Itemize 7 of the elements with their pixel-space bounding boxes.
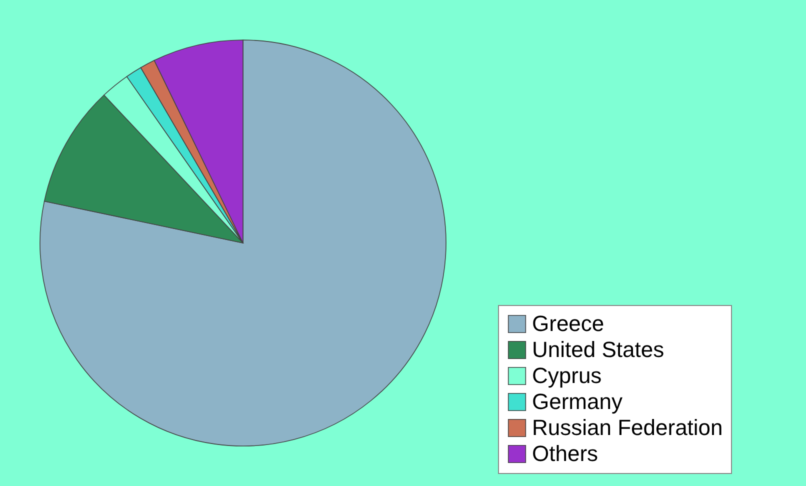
legend-label: Cyprus [532,363,602,388]
legend-label: United States [532,337,664,362]
legend-label: Germany [532,389,622,414]
legend-label: Others [532,441,598,466]
pie-slice [40,40,446,446]
legend-label: Russian Federation [532,415,723,440]
legend-label: Greece [532,311,604,336]
